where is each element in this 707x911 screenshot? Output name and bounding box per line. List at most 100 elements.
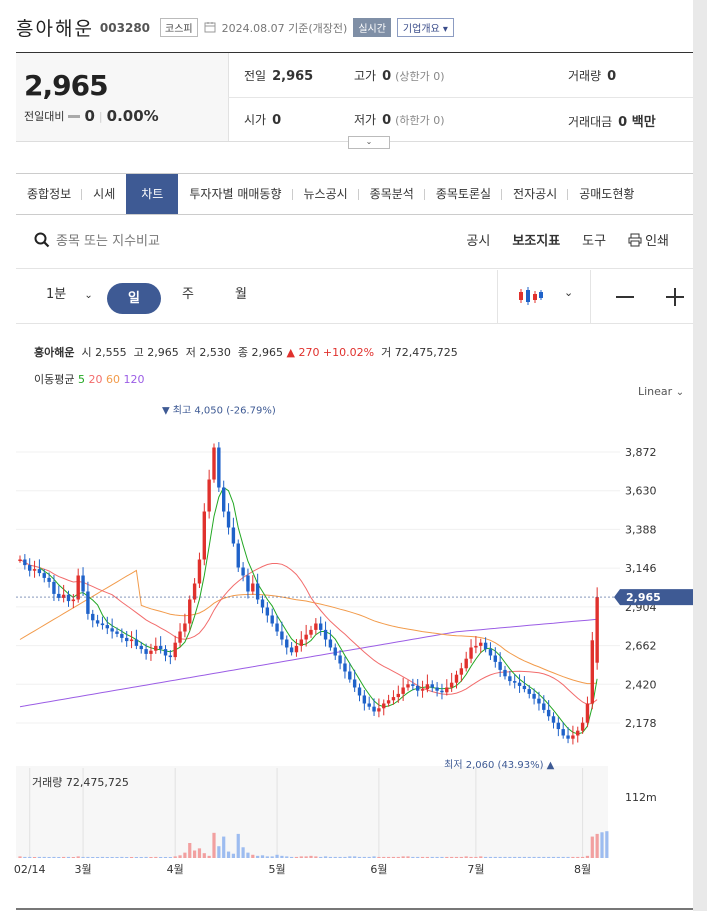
candle-body <box>566 735 570 739</box>
scrollbar[interactable] <box>693 0 707 911</box>
candle-body <box>154 645 158 651</box>
candle-body <box>527 689 531 694</box>
y-tick-label: 3,146 <box>625 562 657 575</box>
max-annotation: ▼ 최고 4,050 (-26.79%) <box>162 405 276 417</box>
candle-body <box>314 623 318 630</box>
print-button[interactable]: 인쇄 <box>628 230 669 249</box>
disclosure-button[interactable]: 공시 <box>466 234 491 249</box>
candle-body <box>23 559 27 566</box>
candle-body <box>226 511 231 528</box>
legend-stock-name: 흥아해운 <box>34 346 75 359</box>
live-badge[interactable]: 실시간 <box>353 18 391 37</box>
tab-short-selling[interactable]: 공매도현황 <box>579 187 635 201</box>
candle-body <box>464 658 468 669</box>
candle-body <box>406 684 410 688</box>
candle-body <box>255 583 260 600</box>
candle-body <box>275 623 279 632</box>
legend-volume: 72,475,725 <box>394 346 458 359</box>
ma5-line <box>39 486 598 735</box>
company-info-dropdown[interactable]: 기업개요 ▾ <box>396 18 454 37</box>
chart-type-select[interactable] <box>518 286 544 310</box>
candle-body <box>57 593 61 598</box>
prev-close-label: 전일 <box>244 69 267 83</box>
candle-body <box>469 647 473 659</box>
candle-body <box>251 583 255 592</box>
legend-close: 2,965 <box>251 346 283 359</box>
prev-close-value: 2,965 <box>272 69 314 84</box>
period-day-button[interactable]: 일 <box>107 283 161 314</box>
printer-icon <box>628 233 642 246</box>
zoom-in-button[interactable] <box>666 288 684 306</box>
current-price-box: 2,965 전일대비 0 | 0.00% <box>16 53 229 141</box>
candle-body <box>236 543 240 568</box>
period-minute-select[interactable]: 1분 ⌄ <box>46 287 93 302</box>
zoom-out-button[interactable] <box>616 296 634 298</box>
tab-chart[interactable]: 차트 <box>126 174 179 214</box>
candle-body <box>323 629 328 640</box>
ma-legend: 이동평균 5 20 60 120 <box>34 371 144 387</box>
tab-discussion[interactable]: 종목토론실 <box>425 174 503 214</box>
candle-body <box>139 645 143 650</box>
last-price-label: 2,965 <box>626 591 661 604</box>
y-tick-label: 2,420 <box>625 678 657 691</box>
candle-body <box>474 645 478 648</box>
candle-body <box>47 577 51 582</box>
period-month-button[interactable]: 월 <box>235 287 247 302</box>
chart-type-chevron-icon[interactable]: ⌄ <box>564 286 574 299</box>
candle-body <box>551 716 556 723</box>
candle-body <box>343 663 347 672</box>
x-tick-label: 3월 <box>74 863 91 876</box>
candle-body <box>420 689 425 691</box>
amount-stat: 거래대금 0 백만 <box>568 111 656 130</box>
tab-quote[interactable]: 시세 <box>93 187 116 201</box>
candle-body <box>537 698 541 704</box>
candle-body <box>81 575 85 592</box>
candle-body <box>459 668 464 675</box>
volume-axis-label: 112m <box>625 791 657 804</box>
chart-tools: 공시 보조지표 도구 인쇄 <box>466 230 669 249</box>
tab-overview[interactable]: 종합정보 <box>16 174 83 214</box>
x-tick-label: 8월 <box>574 863 591 876</box>
candle-body <box>163 649 168 656</box>
candle-body <box>115 631 119 634</box>
tab-e-disclosure[interactable]: 전자공시 <box>502 174 569 214</box>
change-percent: 0.00% <box>106 107 159 125</box>
candle-body <box>66 594 71 602</box>
last-price-tag <box>614 589 693 606</box>
flat-icon <box>68 114 81 118</box>
legend-low: 2,530 <box>199 346 231 359</box>
high-label: 고가 <box>354 69 377 83</box>
compare-search[interactable]: 종목 또는 지수비교 <box>34 230 160 249</box>
candle-body <box>86 591 90 614</box>
x-tick-label: 02/14 <box>14 863 46 876</box>
ma120-line <box>19 618 598 708</box>
indicator-button[interactable]: 보조지표 <box>512 234 561 249</box>
tab-news[interactable]: 뉴스공시 <box>293 174 359 214</box>
tab-analysis[interactable]: 종목분석 <box>359 174 425 214</box>
candle-body <box>362 695 367 704</box>
candle-body <box>503 669 507 677</box>
candle-body <box>37 569 42 574</box>
candle-body <box>479 642 483 646</box>
ohlc-legend: 흥아해운 시 2,555 고 2,965 저 2,530 종 2,965 ▲ 2… <box>34 346 458 359</box>
candle-body <box>416 685 420 691</box>
candle-body <box>246 575 250 592</box>
low-stat: 저가 0 (하한가 0) <box>354 111 445 128</box>
candle-body <box>260 599 265 608</box>
prev-close-stat: 전일 2,965 <box>244 67 313 84</box>
candle-body <box>580 722 585 731</box>
candle-body <box>129 639 134 642</box>
candle-chart-icon <box>519 287 543 305</box>
candle-body <box>333 647 337 656</box>
y-tick-label: 3,872 <box>625 446 657 459</box>
tool-button[interactable]: 도구 <box>582 234 607 249</box>
candle-body <box>197 559 202 584</box>
stock-code: 003280 <box>99 20 151 35</box>
tab-investor-trading[interactable]: 투자자별 매매동향 <box>178 174 293 214</box>
collapse-toggle[interactable]: ⌄ <box>348 136 390 149</box>
candle-body <box>134 639 139 646</box>
period-week-button[interactable]: 주 <box>182 287 194 302</box>
price-change: 전일대비 0 | 0.00% <box>24 107 159 125</box>
volume-legend: 거래량 72,475,725 <box>32 776 129 789</box>
scale-select[interactable]: Linear ⌄ <box>638 385 684 398</box>
